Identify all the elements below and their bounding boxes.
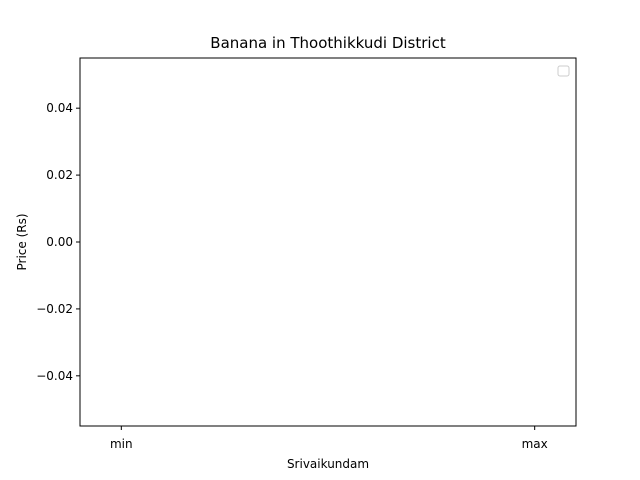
chart-title: Banana in Thoothikkudi District xyxy=(210,34,446,52)
y-axis-label: Price (Rs) xyxy=(15,213,29,270)
y-tick-label: 0.00 xyxy=(46,235,73,249)
plot-area xyxy=(79,57,577,427)
x-tick-label: min xyxy=(110,437,133,451)
x-tick-label: max xyxy=(522,437,548,451)
y-axis: −0.04 −0.02 0.00 0.02 0.04 xyxy=(36,101,80,383)
y-tick-label: 0.02 xyxy=(46,168,73,182)
x-axis-label: Srivaikundam xyxy=(287,457,369,471)
y-tick-label: 0.04 xyxy=(46,101,73,115)
x-axis: min max xyxy=(110,426,548,451)
y-tick-label: −0.04 xyxy=(36,369,73,383)
y-tick-label: −0.02 xyxy=(36,302,73,316)
legend-box xyxy=(557,65,570,77)
